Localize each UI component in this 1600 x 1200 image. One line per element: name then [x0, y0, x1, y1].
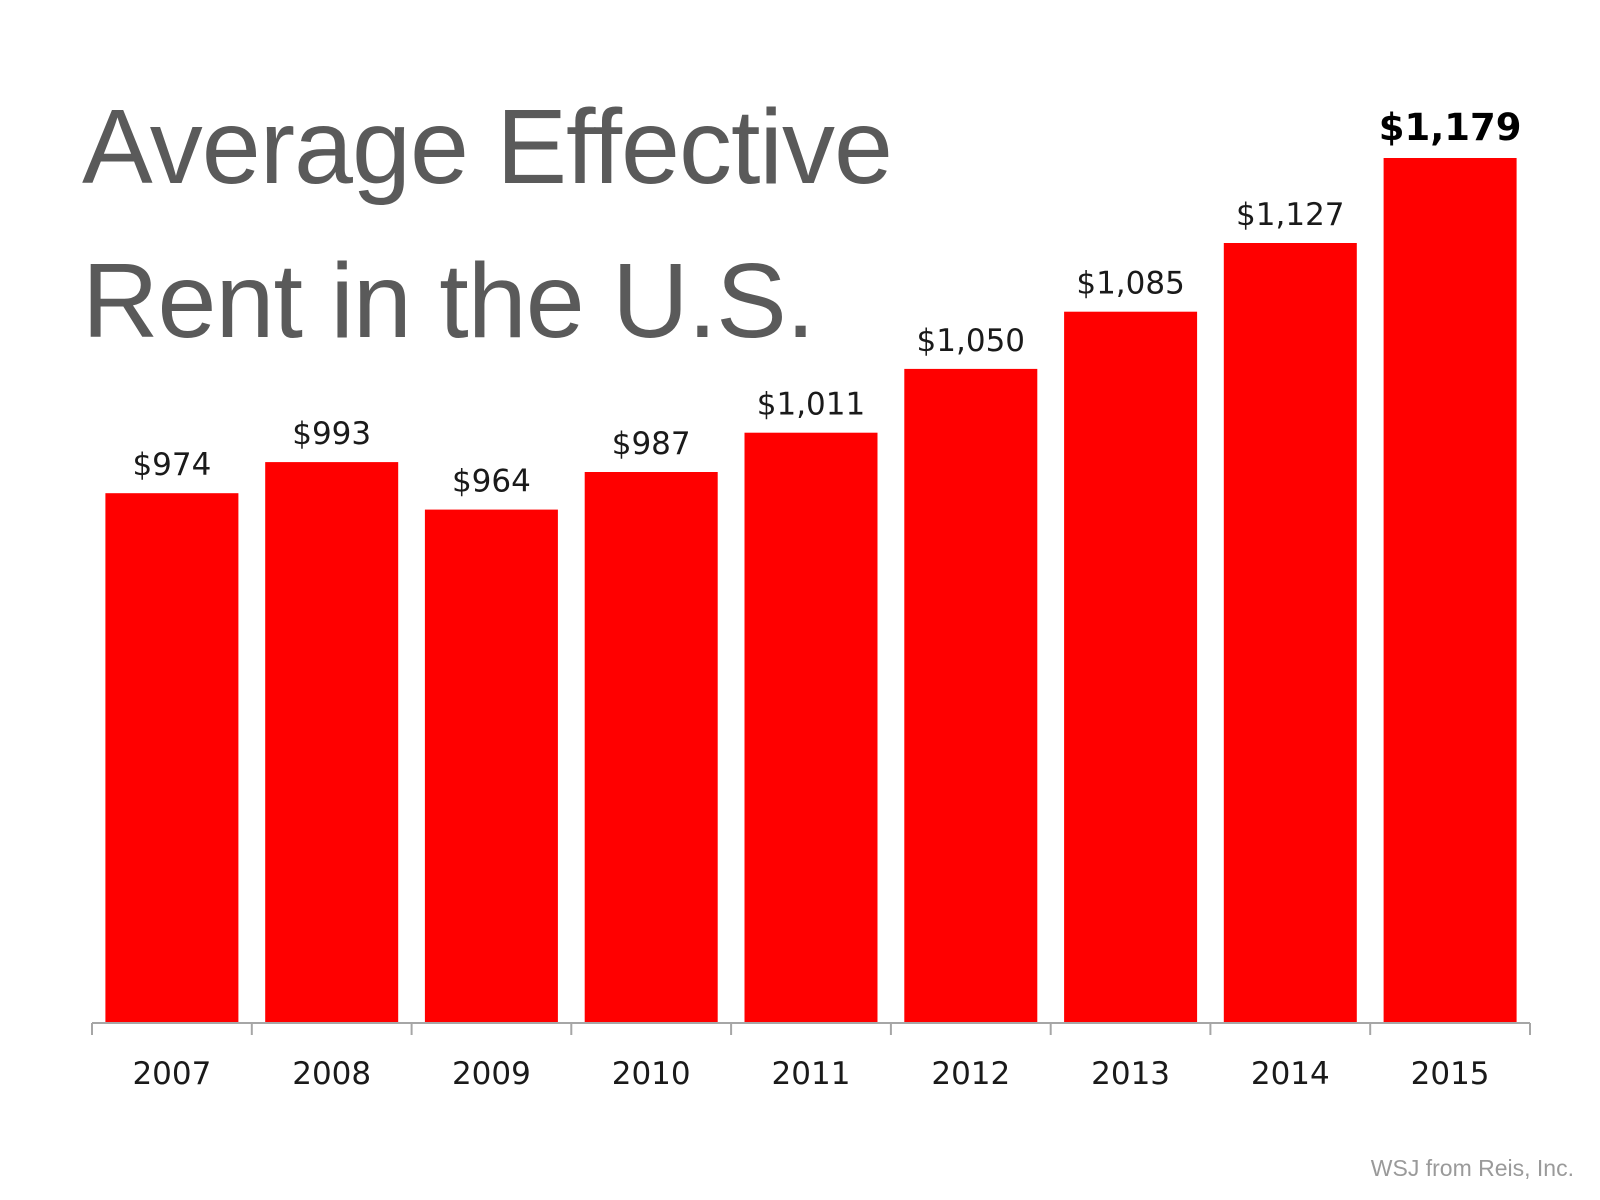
chart-title-line-1: Average Effective [82, 88, 893, 206]
data-label-2007: $974 [132, 447, 211, 483]
x-tick-label-2008: 2008 [292, 1056, 371, 1092]
bar-2007 [105, 493, 239, 1023]
data-label-2009: $964 [452, 464, 531, 500]
bar-2010 [584, 472, 718, 1023]
x-tick-label-2010: 2010 [612, 1056, 691, 1092]
data-label-2014: $1,127 [1236, 197, 1344, 233]
x-tick-label-2013: 2013 [1091, 1056, 1170, 1092]
x-tick-label-2009: 2009 [452, 1056, 531, 1092]
bar-2015 [1383, 158, 1517, 1023]
data-label-2015: $1,179 [1379, 106, 1522, 149]
source-note: WSJ from Reis, Inc. [1370, 1155, 1574, 1181]
x-tick-label-2012: 2012 [931, 1056, 1010, 1092]
bar-2013 [1064, 311, 1198, 1023]
x-tick-label-2007: 2007 [132, 1056, 211, 1092]
data-label-2012: $1,050 [917, 323, 1025, 359]
data-label-2013: $1,085 [1076, 266, 1184, 302]
bar-2012 [904, 368, 1038, 1023]
chart-title: Average Effective Rent in the U.S. [82, 70, 893, 378]
data-label-2010: $987 [612, 426, 691, 462]
data-label-2008: $993 [292, 416, 371, 452]
bar-2009 [424, 509, 558, 1024]
x-tick-label-2011: 2011 [772, 1056, 851, 1092]
bar-2008 [265, 462, 399, 1024]
x-tick-label-2014: 2014 [1251, 1056, 1330, 1092]
x-tick-label-2015: 2015 [1411, 1056, 1490, 1092]
bar-2011 [744, 432, 878, 1023]
chart-title-line-2: Rent in the U.S. [82, 242, 815, 360]
data-label-2011: $1,011 [757, 387, 865, 423]
bar-2014 [1223, 243, 1357, 1023]
